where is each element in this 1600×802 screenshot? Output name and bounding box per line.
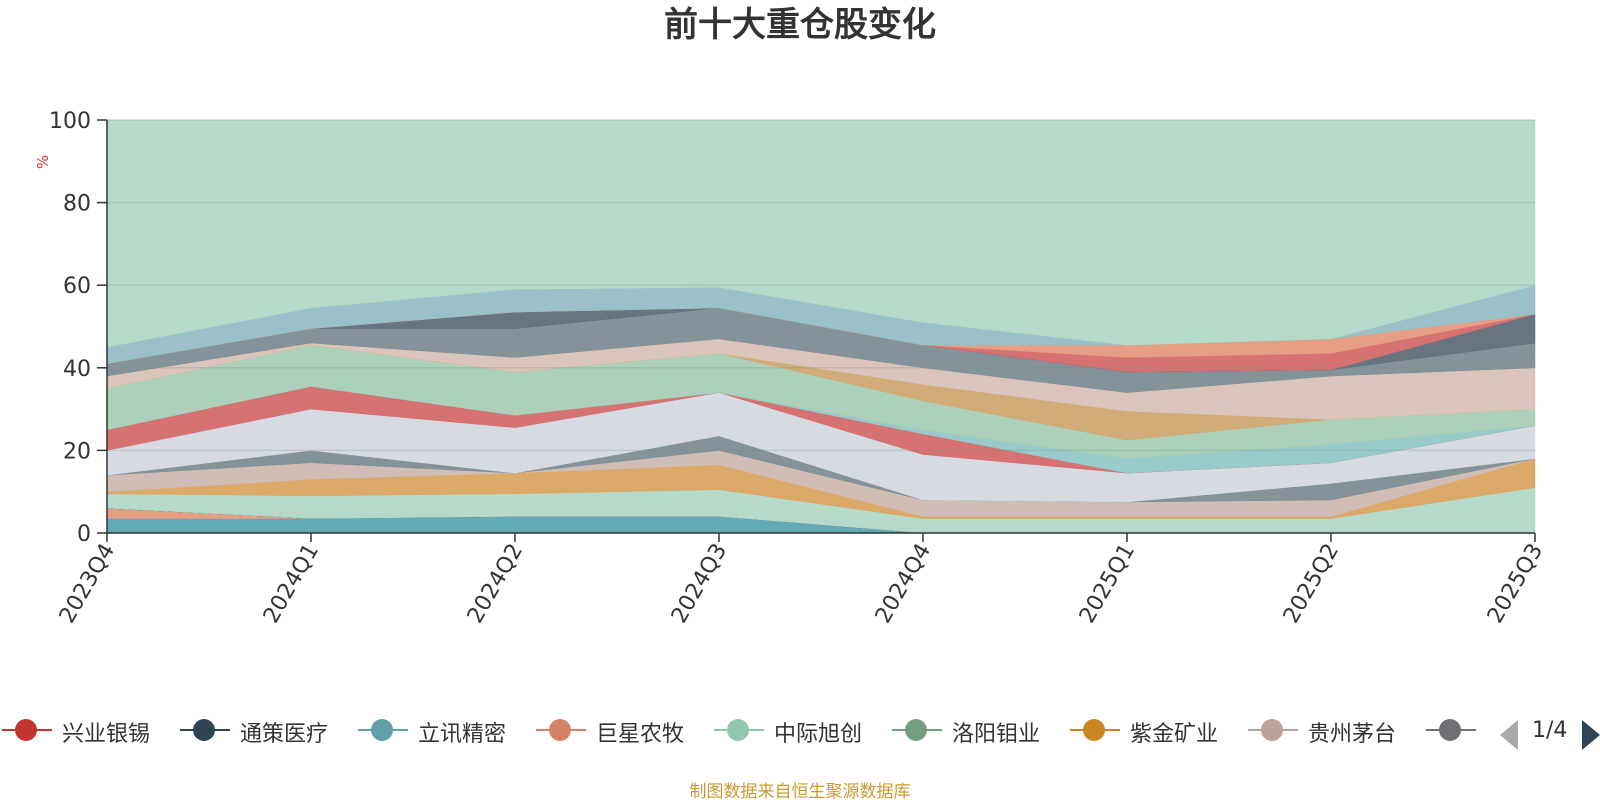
x-tick-label: 2025Q2 — [1279, 540, 1344, 628]
x-tick-label: 2024Q1 — [259, 540, 324, 628]
x-tick-label: 2024Q4 — [871, 540, 936, 628]
legend-dot-icon — [1261, 719, 1283, 741]
legend-dot-icon — [1439, 719, 1461, 741]
legend-item[interactable]: 紫金矿业 — [1070, 712, 1242, 748]
legend-prev-page-icon[interactable] — [1500, 720, 1518, 750]
legend-dot-icon — [1083, 719, 1105, 741]
legend-page-indicator: 1/4 — [1532, 718, 1568, 743]
legend-label: 中际旭创 — [774, 722, 863, 747]
source-note: 制图数据来自恒生聚源数据库 — [689, 782, 911, 802]
legend-item[interactable]: 巨星农牧 — [536, 712, 708, 748]
x-tick-label: 2024Q2 — [463, 540, 528, 628]
x-tick-label: 2023Q4 — [55, 540, 120, 628]
y-tick-label: 40 — [63, 357, 91, 382]
y-tick-label: 0 — [77, 522, 91, 547]
legend-dot-icon — [727, 719, 749, 741]
y-tick-label: 20 — [63, 439, 91, 464]
legend-label: 紫金矿业 — [1130, 722, 1219, 747]
y-axis: 0 20 40 60 80 100 — [49, 109, 108, 547]
legend-item[interactable]: 兴业银锡 — [2, 712, 174, 748]
legend-dot-icon — [905, 719, 927, 741]
legend-dot-icon — [15, 719, 37, 741]
y-tick-label: 60 — [63, 274, 91, 299]
legend-item[interactable]: 中际旭创 — [714, 712, 886, 748]
gridlines — [107, 119, 1535, 452]
legend: 兴业银锡 通策医疗 立讯精密 巨星农牧 中际旭创 洛阳钼业 紫金矿业 贵州茅台 宁德时代 — [0, 712, 1600, 748]
legend-dot-icon — [193, 719, 215, 741]
legend-items: 兴业银锡 通策医疗 立讯精密 巨星农牧 中际旭创 洛阳钼业 紫金矿业 贵州茅台 宁德时代 — [0, 712, 1482, 748]
x-tick-label: 2025Q3 — [1483, 540, 1548, 628]
y-tick-label: 100 — [49, 109, 91, 134]
chart-title: 前十大重仓股变化 — [664, 5, 936, 45]
legend-item[interactable]: 洛阳钼业 — [892, 712, 1064, 748]
y-axis-label: % — [34, 155, 52, 169]
legend-next-page-icon[interactable] — [1582, 720, 1600, 750]
legend-item[interactable]: 通策医疗 — [180, 712, 352, 748]
x-axis: 2023Q4 2024Q1 2024Q2 2024Q3 2024Q4 2025Q1 2025… — [55, 532, 1548, 628]
legend-label: 洛阳钼业 — [952, 722, 1041, 747]
x-tick-label: 2024Q3 — [667, 540, 732, 628]
legend-label: 通策医疗 — [240, 722, 329, 747]
legend-label: 巨星农牧 — [596, 722, 685, 747]
legend-dot-icon — [549, 719, 571, 741]
y-tick-label: 80 — [63, 192, 91, 217]
legend-label: 贵州茅台 — [1308, 722, 1397, 747]
legend-label: 立讯精密 — [418, 722, 507, 747]
legend-item[interactable]: 立讯精密 — [358, 712, 530, 748]
x-tick-label: 2025Q1 — [1075, 540, 1140, 628]
legend-dot-icon — [371, 719, 393, 741]
legend-item[interactable]: 贵州茅台 — [1248, 712, 1420, 748]
area-band-18 — [106, 119, 1536, 348]
legend-label: 兴业银锡 — [62, 722, 151, 747]
stacked-areas — [106, 119, 1536, 534]
legend-item[interactable]: 宁德时代 — [1426, 712, 1482, 748]
